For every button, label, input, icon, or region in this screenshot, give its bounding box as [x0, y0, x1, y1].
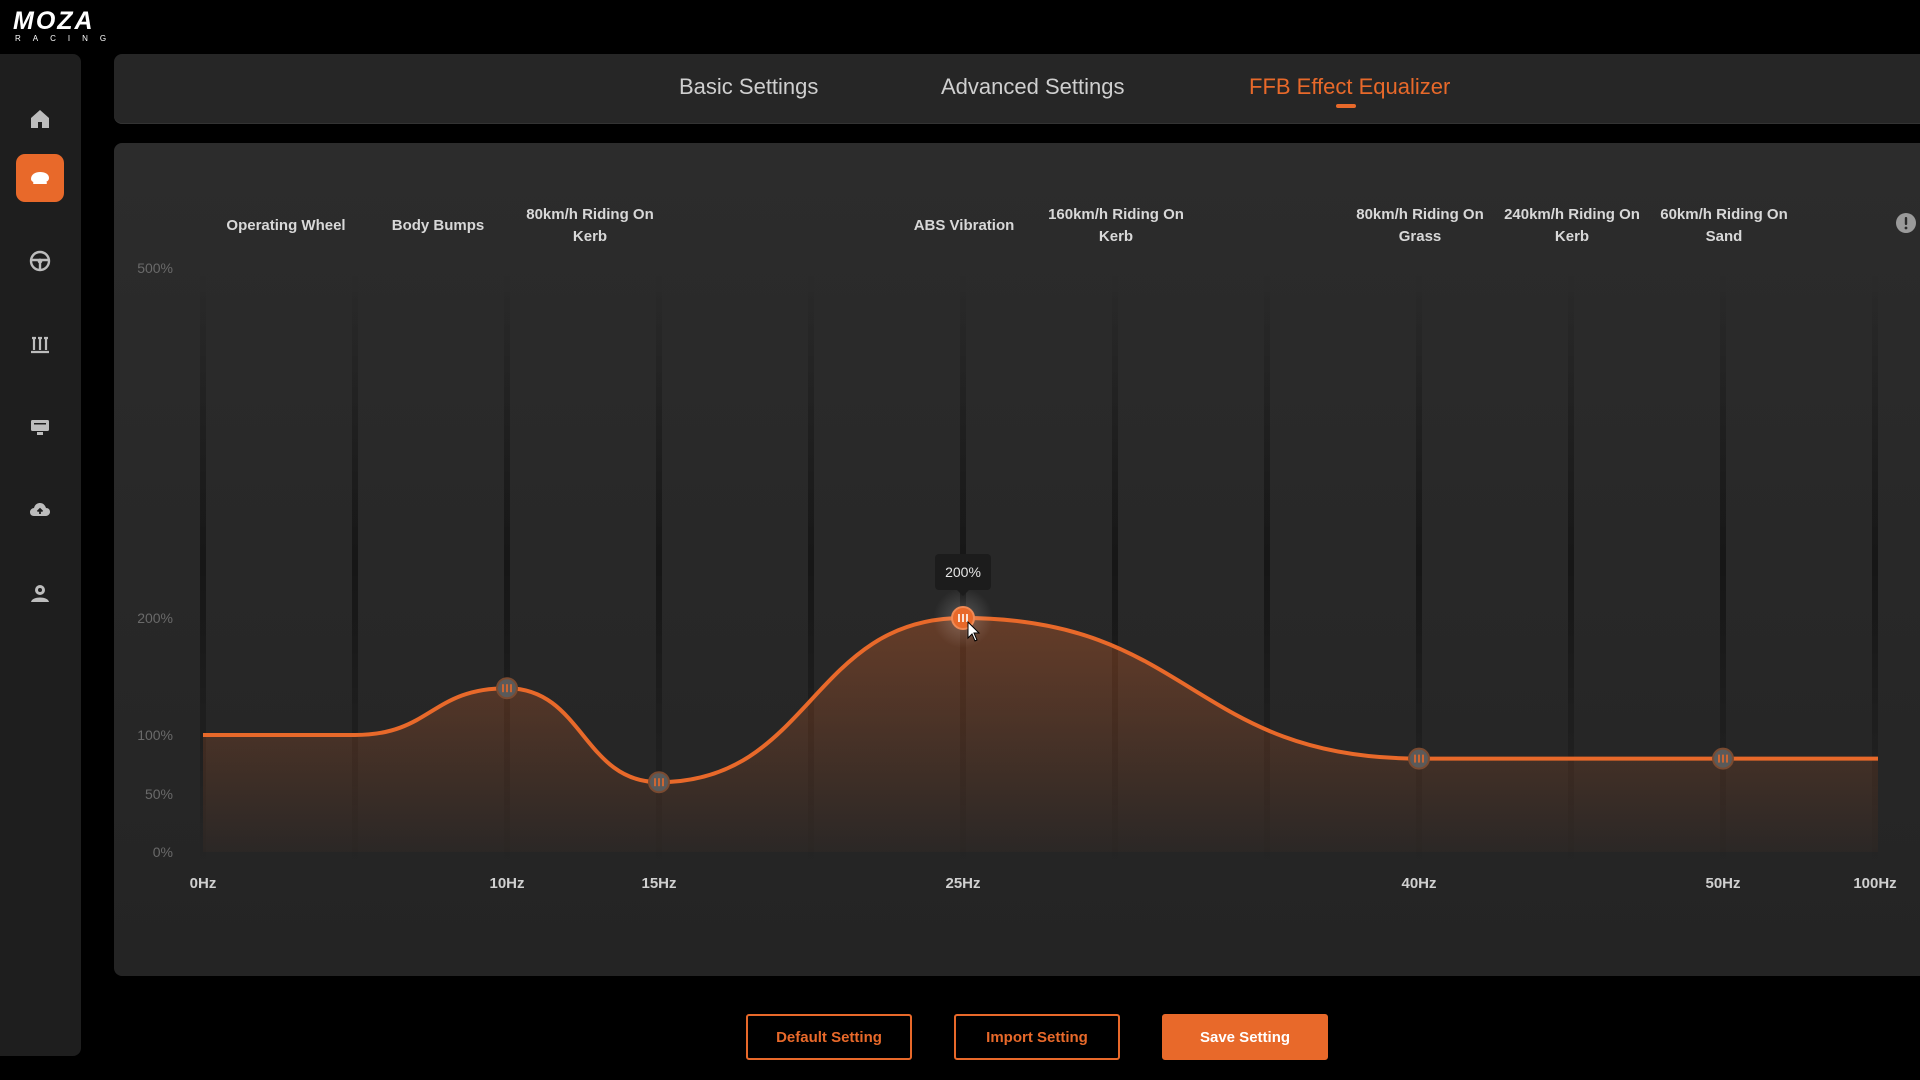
- effect-label-abs-vibration: ABS Vibration: [913, 217, 1015, 234]
- tab-advanced-settings[interactable]: Advanced Settings: [941, 74, 1125, 99]
- sidebar-item-pedals[interactable]: [16, 320, 64, 368]
- save-setting-button[interactable]: Save Setting: [1162, 1014, 1328, 1060]
- user-icon: [31, 585, 49, 602]
- sidebar-item-steering-wheel[interactable]: [16, 237, 64, 285]
- effect-label-240kmh-kerb: 240km/h Riding On Kerb: [1504, 206, 1640, 245]
- default-setting-button[interactable]: Default Setting: [746, 1014, 912, 1060]
- effect-label-60kmh-sand: 60km/h Riding On Sand: [1660, 206, 1788, 245]
- import-setting-button[interactable]: Import Setting: [954, 1014, 1120, 1060]
- equalizer-panel: [114, 143, 1920, 976]
- sidebar: [0, 54, 81, 1056]
- tab-basic-settings[interactable]: Basic Settings: [679, 74, 819, 99]
- band-handle-10hz[interactable]: [496, 677, 518, 700]
- sidebar-item-dashboard[interactable]: [16, 403, 64, 451]
- home-icon: [31, 110, 49, 128]
- tab-ffb-effect-equalizer[interactable]: FFB Effect Equalizer: [1249, 74, 1451, 99]
- sidebar-item-user[interactable]: [16, 569, 64, 617]
- cloud-upload-icon: [30, 503, 50, 516]
- wheelbase-icon: [31, 172, 49, 184]
- logo-sub-text: RACING: [15, 34, 119, 43]
- steering-wheel-icon: [29, 250, 51, 272]
- effect-label-80kmh-kerb: 80km/h Riding On Kerb: [526, 206, 654, 245]
- effect-label-160kmh-kerb: 160km/h Riding On Kerb: [1048, 206, 1184, 245]
- band-handle-25hz[interactable]: [933, 588, 993, 648]
- sidebar-item-cloud[interactable]: [16, 486, 64, 534]
- moza-logo: MOZA RACING: [13, 7, 137, 44]
- effect-label-operating-wheel: Operating Wheel: [226, 217, 346, 234]
- tab-bar: [114, 54, 1920, 124]
- pedals-icon: [31, 336, 49, 354]
- band-handle-50hz[interactable]: [1712, 747, 1734, 770]
- band-handle-40hz[interactable]: [1408, 747, 1430, 770]
- logo-main-text: MOZA: [13, 7, 95, 35]
- sidebar-item-home[interactable]: [16, 95, 64, 143]
- sidebar-item-wheelbase[interactable]: [16, 154, 64, 202]
- info-icon[interactable]: [1895, 212, 1917, 234]
- dashboard-display-icon: [31, 420, 49, 435]
- effect-label-body-bumps: Body Bumps: [391, 217, 485, 234]
- active-tab-indicator: [1336, 104, 1356, 108]
- effect-label-80kmh-grass: 80km/h Riding On Grass: [1356, 206, 1484, 245]
- band-handle-15hz[interactable]: [648, 771, 670, 794]
